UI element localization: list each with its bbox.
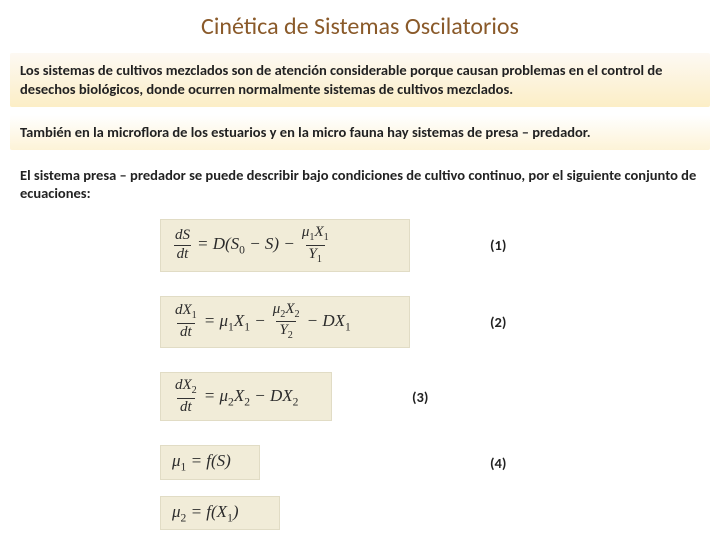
paragraph-2: También en la microflora de los estuario… xyxy=(10,115,710,150)
equations-block: dS dt = D(S0 − S) − μ1X1 Y1 (1) dX1 dt =… xyxy=(160,219,720,530)
equation-3: dX2 dt = μ2X2 − DX2 xyxy=(160,372,332,421)
equation-row-5: μ2 = f(X1) xyxy=(160,496,720,530)
equation-label-3: (3) xyxy=(412,388,428,406)
equation-label-1: (1) xyxy=(490,236,506,254)
equation-label-2: (2) xyxy=(490,313,506,331)
slide-title: Cinética de Sistemas Oscilatorios xyxy=(0,0,720,49)
equation-row-3: dX2 dt = μ2X2 − DX2 (3) xyxy=(160,372,720,421)
equation-2: dX1 dt = μ1X1 − μ2X2 Y2 − DX1 xyxy=(160,296,410,348)
equation-row-2: dX1 dt = μ1X1 − μ2X2 Y2 − DX1 (2) xyxy=(160,296,720,348)
equation-5: μ2 = f(X1) xyxy=(160,496,280,530)
equation-1: dS dt = D(S0 − S) − μ1X1 Y1 xyxy=(160,219,410,271)
equation-label-4: (4) xyxy=(490,454,506,472)
paragraph-1: Los sistemas de cultivos mezclados son d… xyxy=(10,53,710,107)
paragraph-3: El sistema presa – predador se puede des… xyxy=(10,158,710,212)
equation-row-4: μ1 = f(S) (4) xyxy=(160,445,720,479)
equation-4: μ1 = f(S) xyxy=(160,445,260,479)
equation-row-1: dS dt = D(S0 − S) − μ1X1 Y1 (1) xyxy=(160,219,720,271)
